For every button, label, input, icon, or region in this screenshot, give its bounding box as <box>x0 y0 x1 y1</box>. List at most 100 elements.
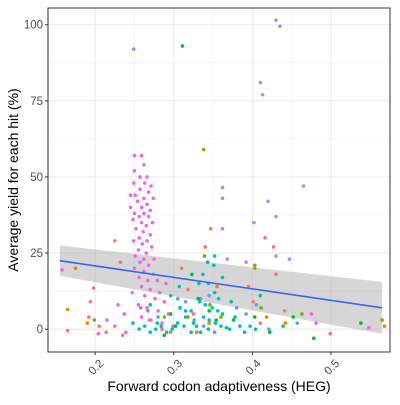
data-point <box>210 306 215 310</box>
data-point <box>220 185 225 190</box>
data-point <box>287 257 292 261</box>
y-tick-label: 25 <box>30 248 43 260</box>
data-point <box>136 248 141 252</box>
data-point <box>207 293 211 298</box>
data-point <box>198 330 203 335</box>
data-point <box>220 275 225 280</box>
data-point <box>137 327 141 331</box>
data-point <box>274 254 278 258</box>
data-point <box>152 257 156 261</box>
data-point <box>206 327 211 331</box>
data-point <box>160 327 164 331</box>
data-point <box>220 196 225 201</box>
data-point <box>148 232 153 237</box>
data-point <box>219 315 223 319</box>
data-point <box>190 272 194 277</box>
data-point <box>258 293 263 298</box>
data-point <box>137 214 141 219</box>
data-point <box>138 306 143 310</box>
data-point <box>157 290 162 295</box>
data-point <box>96 331 101 336</box>
data-point <box>215 284 219 289</box>
data-point <box>150 220 155 225</box>
data-point <box>164 330 169 335</box>
data-point <box>212 290 217 295</box>
data-point <box>132 211 137 216</box>
data-point <box>155 321 160 325</box>
data-point <box>194 330 199 335</box>
data-point <box>65 307 70 312</box>
data-point <box>142 324 147 328</box>
data-point <box>132 266 137 271</box>
data-point <box>92 318 97 322</box>
y-tick-label: 100 <box>24 20 43 32</box>
data-point <box>168 312 173 316</box>
data-point <box>264 315 269 319</box>
data-point <box>146 214 151 219</box>
data-point <box>183 299 188 304</box>
data-point <box>155 278 160 283</box>
data-point <box>131 47 136 51</box>
data-point <box>281 324 285 328</box>
data-point <box>229 299 233 304</box>
data-point <box>282 309 287 313</box>
data-point <box>139 205 144 210</box>
data-point <box>145 239 149 243</box>
x-tick-label: 0.3 <box>165 358 185 378</box>
data-point <box>175 321 180 325</box>
data-point <box>142 181 147 185</box>
data-point <box>124 330 128 335</box>
data-point <box>248 324 252 328</box>
data-point <box>135 199 140 204</box>
data-point <box>146 190 151 194</box>
data-point <box>162 315 167 319</box>
data-point <box>142 293 147 298</box>
x-tick-label: 0.5 <box>322 358 342 378</box>
data-point <box>203 303 208 307</box>
data-point <box>175 296 180 301</box>
data-point <box>97 324 101 328</box>
data-point <box>131 239 136 243</box>
data-point <box>328 331 333 336</box>
data-point <box>301 184 306 188</box>
data-point <box>359 321 363 325</box>
data-point <box>139 284 144 289</box>
data-point <box>220 226 225 231</box>
data-point <box>168 330 173 335</box>
data-point <box>116 303 120 307</box>
data-point <box>216 309 220 313</box>
data-point <box>252 263 257 268</box>
data-point <box>259 306 263 310</box>
data-point <box>144 251 149 255</box>
data-point <box>132 153 137 158</box>
data-point <box>186 287 190 292</box>
data-point <box>208 303 212 307</box>
data-point <box>233 315 237 319</box>
data-point <box>162 299 167 304</box>
data-point <box>260 92 265 97</box>
data-point <box>153 327 158 331</box>
data-point <box>168 293 173 298</box>
data-point <box>88 299 93 304</box>
data-point <box>216 296 221 301</box>
data-point <box>141 229 145 234</box>
data-point <box>159 324 164 328</box>
data-point <box>291 315 296 319</box>
data-point <box>366 325 371 330</box>
plot-panel <box>48 8 390 352</box>
data-point <box>133 193 138 198</box>
data-point <box>179 266 184 271</box>
y-tick-label: 50 <box>30 172 43 184</box>
data-point <box>131 181 136 185</box>
data-point <box>170 327 175 331</box>
minor-gridlines <box>48 8 390 352</box>
data-point <box>131 217 135 222</box>
data-point <box>197 299 202 304</box>
data-point <box>311 336 316 341</box>
data-point <box>382 324 387 328</box>
data-point <box>263 236 267 240</box>
data-point <box>139 315 144 319</box>
data-point <box>278 24 282 29</box>
